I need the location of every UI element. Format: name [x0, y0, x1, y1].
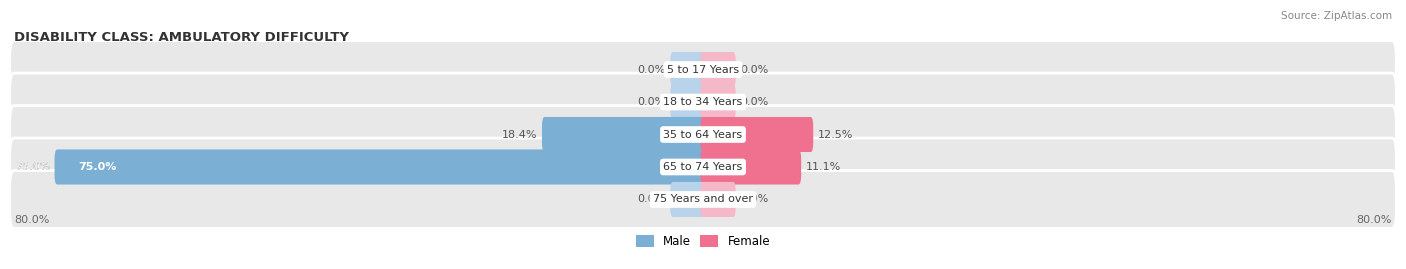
FancyBboxPatch shape: [700, 182, 735, 217]
Text: 65 to 74 Years: 65 to 74 Years: [664, 162, 742, 172]
Text: 80.0%: 80.0%: [1357, 215, 1392, 225]
FancyBboxPatch shape: [10, 106, 1396, 163]
Text: 75.0%: 75.0%: [79, 162, 117, 172]
Text: 18.4%: 18.4%: [502, 129, 537, 140]
Text: Source: ZipAtlas.com: Source: ZipAtlas.com: [1281, 11, 1392, 21]
Text: 0.0%: 0.0%: [638, 97, 666, 107]
FancyBboxPatch shape: [10, 171, 1396, 228]
Text: 75 Years and over: 75 Years and over: [652, 194, 754, 204]
FancyBboxPatch shape: [700, 52, 735, 87]
Text: DISABILITY CLASS: AMBULATORY DIFFICULTY: DISABILITY CLASS: AMBULATORY DIFFICULTY: [14, 31, 349, 44]
Text: 12.5%: 12.5%: [817, 129, 853, 140]
FancyBboxPatch shape: [671, 182, 706, 217]
FancyBboxPatch shape: [700, 84, 735, 119]
Text: 0.0%: 0.0%: [740, 97, 768, 107]
FancyBboxPatch shape: [10, 41, 1396, 98]
Text: 75.0%: 75.0%: [15, 162, 51, 172]
FancyBboxPatch shape: [10, 138, 1396, 196]
Legend: Male, Female: Male, Female: [631, 230, 775, 253]
FancyBboxPatch shape: [700, 117, 813, 152]
FancyBboxPatch shape: [671, 84, 706, 119]
FancyBboxPatch shape: [10, 73, 1396, 131]
FancyBboxPatch shape: [671, 52, 706, 87]
Text: 0.0%: 0.0%: [638, 65, 666, 75]
FancyBboxPatch shape: [541, 117, 706, 152]
Text: 0.0%: 0.0%: [740, 65, 768, 75]
Text: 5 to 17 Years: 5 to 17 Years: [666, 65, 740, 75]
FancyBboxPatch shape: [700, 150, 801, 185]
Text: 35 to 64 Years: 35 to 64 Years: [664, 129, 742, 140]
Text: 18 to 34 Years: 18 to 34 Years: [664, 97, 742, 107]
FancyBboxPatch shape: [55, 150, 706, 185]
Text: 11.1%: 11.1%: [806, 162, 841, 172]
Text: 80.0%: 80.0%: [14, 215, 49, 225]
Text: 0.0%: 0.0%: [740, 194, 768, 204]
Text: 75.0%: 75.0%: [15, 162, 51, 172]
Text: 0.0%: 0.0%: [638, 194, 666, 204]
